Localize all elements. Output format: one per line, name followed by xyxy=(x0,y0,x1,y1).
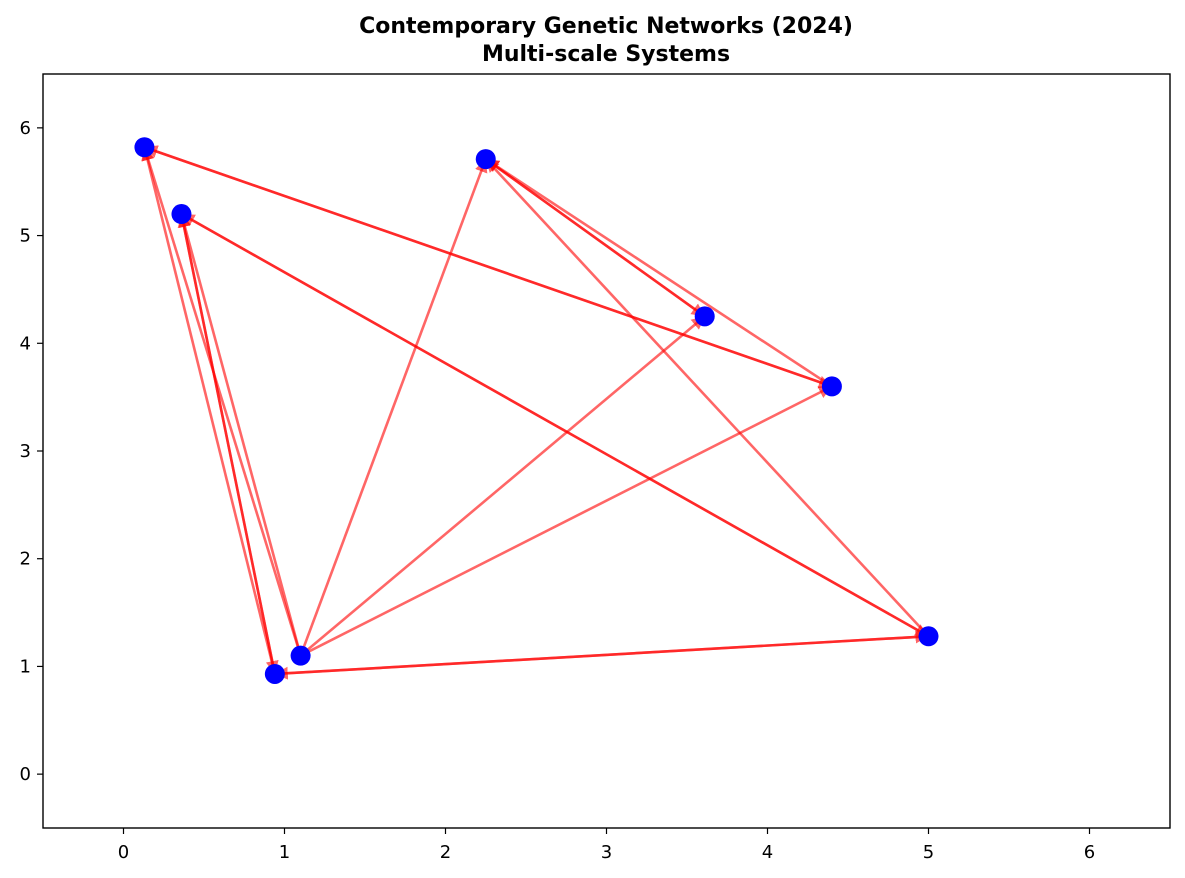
edge-n5-to-n7 xyxy=(274,634,929,680)
chart-title-line-1: Contemporary Genetic Networks (2024) xyxy=(359,14,853,39)
edges-layer xyxy=(141,145,930,680)
edge-n6-to-n2 xyxy=(299,158,488,657)
chart-title-line-2: Multi-scale Systems xyxy=(482,42,730,67)
edge-n4-to-n2 xyxy=(485,158,833,388)
edge-n1-to-n7 xyxy=(180,213,279,675)
edge-n7-to-n0 xyxy=(141,146,277,675)
x-tick-label: 6 xyxy=(1084,842,1095,863)
node-point-n4 xyxy=(821,376,842,397)
x-axis: 0 1 2 3 4 5 6 xyxy=(118,828,1095,863)
plot-frame xyxy=(42,73,1171,829)
edge-n6-to-n3 xyxy=(299,315,706,657)
y-tick-label: 6 xyxy=(20,118,31,139)
x-tick-label: 3 xyxy=(601,842,612,863)
edge-n6-to-n1 xyxy=(178,213,302,656)
y-axis: 0 1 2 3 4 5 6 xyxy=(20,118,43,785)
edge-n2-to-n3 xyxy=(484,158,706,318)
edge-n1-to-n5 xyxy=(180,212,930,638)
y-tick-label: 1 xyxy=(20,656,31,677)
x-tick-label: 0 xyxy=(118,842,129,863)
x-tick-label: 4 xyxy=(762,842,773,863)
node-point-n7 xyxy=(264,663,285,684)
edge-n5-to-n2 xyxy=(484,158,930,638)
x-tick-label: 5 xyxy=(923,842,934,863)
y-tick-label: 2 xyxy=(20,549,31,570)
edge-n6-to-n0 xyxy=(142,146,302,657)
edge-n6-to-n4 xyxy=(300,385,833,657)
x-tick-label: 1 xyxy=(279,842,290,863)
y-tick-label: 4 xyxy=(20,333,31,354)
x-tick-label: 2 xyxy=(440,842,451,863)
node-point-n0 xyxy=(134,137,155,158)
y-tick-label: 5 xyxy=(20,226,31,247)
node-point-n2 xyxy=(475,149,496,170)
nodes-layer xyxy=(134,137,939,684)
y-tick-label: 0 xyxy=(20,764,31,785)
node-point-n6 xyxy=(290,645,311,666)
node-point-n3 xyxy=(694,306,715,327)
node-point-n1 xyxy=(171,204,192,225)
node-point-n5 xyxy=(918,626,939,647)
edge-n0-to-n4 xyxy=(144,146,833,389)
y-tick-label: 3 xyxy=(20,441,31,462)
